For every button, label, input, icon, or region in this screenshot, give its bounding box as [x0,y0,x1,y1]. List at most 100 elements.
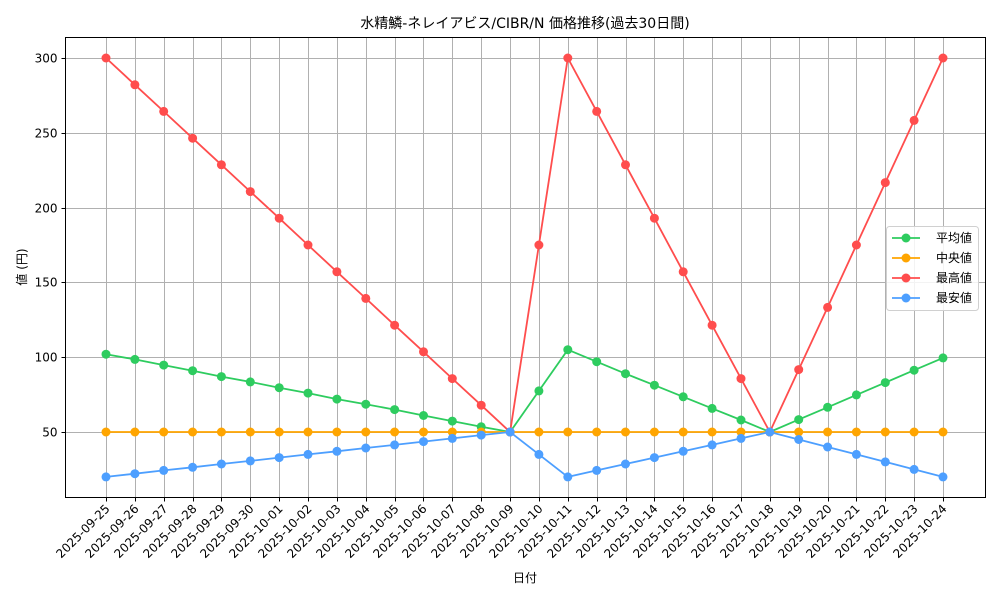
data-point [476,430,486,440]
data-point [216,160,226,170]
data-point [216,427,226,437]
legend-marker-icon [901,293,911,303]
data-point [707,440,717,450]
data-point [823,402,833,412]
data-point [332,267,342,277]
data-point [159,465,169,475]
data-point [447,416,457,426]
data-point [823,302,833,312]
data-point [303,240,313,250]
legend-item: 最高値 [892,270,972,285]
data-point [851,449,861,459]
chart-title: 水精鱗-ネレイアビス/CIBR/N 価格推移(過去30日間) [360,16,689,32]
data-point [621,160,630,170]
data-point [419,347,428,357]
data-point [534,386,544,396]
data-point [447,427,457,437]
data-point [794,365,804,375]
data-point [765,427,775,437]
data-point [534,449,544,459]
y-tick-label: 250 [35,127,58,141]
data-point [909,427,919,437]
data-point [130,354,140,364]
data-point [245,427,255,437]
y-tick-label: 300 [35,52,58,66]
data-point [880,427,890,437]
data-point [823,427,833,437]
data-point [707,320,717,330]
data-point [101,472,111,482]
plot-frame [65,37,986,498]
series-layer [101,53,948,482]
data-point [101,349,111,359]
x-axis: 2025-09-252025-09-262025-09-272025-09-28… [53,497,950,561]
legend-box [886,226,979,311]
data-point [880,378,890,388]
data-point [563,472,573,482]
data-point [794,427,804,437]
grid-lines [65,37,986,498]
data-point [361,443,371,453]
data-point [390,405,400,415]
legend-label: 最高値 [936,270,972,285]
data-point [303,449,313,459]
data-point [621,427,630,437]
series-line [105,431,944,478]
data-point [274,213,284,223]
data-point [678,392,688,402]
data-point [361,427,371,437]
y-tick-label: 150 [35,276,58,290]
series-2 [101,53,948,437]
data-point [909,464,919,474]
data-point [592,106,602,116]
data-point [188,133,198,143]
data-point [534,427,544,437]
y-axis: 50 100 150 200 250 300 [35,52,66,440]
data-point [707,403,717,413]
data-point [938,427,948,437]
data-point [245,377,255,387]
data-point [245,456,255,466]
legend-label: 最安値 [936,290,972,305]
data-point [851,240,861,250]
data-point [563,427,573,437]
data-point [736,433,746,443]
data-point [649,213,659,223]
x-axis-label: 日付 [513,571,537,585]
data-point [188,462,198,472]
data-point [621,459,630,469]
data-point [851,427,861,437]
data-point [361,399,371,409]
data-point [938,53,948,63]
data-point [909,115,919,125]
series-3 [101,427,948,482]
data-point [245,187,255,197]
data-point [332,446,342,456]
data-point [649,427,659,437]
data-point [621,369,630,379]
data-point [592,357,602,367]
data-point [390,440,400,450]
data-point [274,453,284,463]
data-point [794,415,804,425]
data-point [707,427,717,437]
data-point [274,383,284,393]
data-point [159,360,169,370]
legend-label: 平均値 [936,230,972,245]
data-point [447,433,457,443]
data-point [101,53,111,63]
data-point [216,459,226,469]
data-point [592,427,602,437]
data-point [823,442,833,452]
data-point [678,446,688,456]
data-point [188,427,198,437]
data-point [130,427,140,437]
data-point [303,388,313,398]
data-point [390,427,400,437]
legend-marker-icon [901,273,911,283]
data-point [419,411,428,420]
data-point [563,345,573,355]
data-point [938,353,948,363]
